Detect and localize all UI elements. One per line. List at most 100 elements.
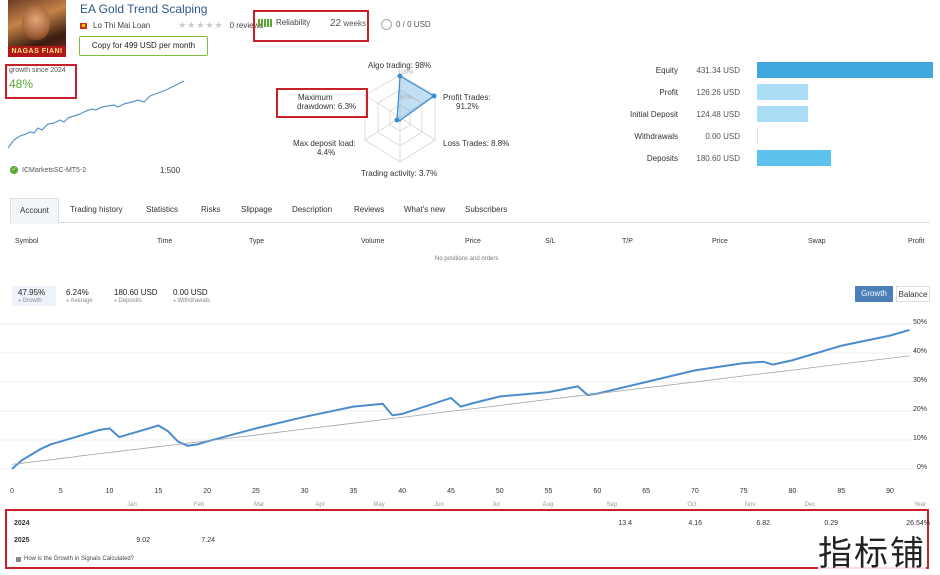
x-tick-3: 15: [154, 488, 163, 495]
kpi-label: Withdrawals: [173, 298, 210, 304]
author-name[interactable]: Lo Thi Mai Loan: [93, 21, 151, 30]
signal-title[interactable]: EA Gold Trend Scalping: [80, 2, 208, 16]
reliability-label: Reliability: [276, 18, 311, 27]
risk-radar-chart: [364, 73, 437, 163]
radar-profit-trades-value: 91.2%: [456, 102, 479, 111]
tab-statistics[interactable]: Statistics: [146, 205, 179, 214]
year-label-2024: 2024: [14, 520, 30, 527]
col-header-4[interactable]: Price: [465, 238, 481, 245]
weeks-count: 22 weeks: [330, 18, 366, 29]
stat-bar-1: [757, 84, 809, 100]
tab-what-s-new[interactable]: What's new: [404, 205, 446, 214]
col-header-7[interactable]: Price: [712, 238, 728, 245]
help-book-icon: [16, 556, 21, 562]
col-header-6[interactable]: T/P: [622, 238, 633, 245]
author-avatar[interactable]: NAGAS FIANI: [8, 0, 66, 57]
month-label-feb: Feb: [193, 502, 205, 508]
month-label-year: Year: [913, 502, 927, 508]
kpi-value: 0.00 USD: [173, 288, 208, 297]
tab-account[interactable]: Account: [10, 198, 59, 224]
stat-bar-3: [757, 128, 758, 144]
verified-check-icon: ✓: [10, 166, 18, 174]
y-tick-1: 10%: [913, 435, 928, 442]
yearly-cell-2024-sep: 13.4: [618, 520, 632, 527]
empty-positions-message: No positions and orders: [435, 256, 499, 262]
stat-value-3: 0.00 USD: [705, 132, 740, 141]
radar-loss-trades: Loss Trades: 8.8%: [443, 139, 510, 148]
reliability-bars-icon: [258, 18, 272, 27]
tab-trading-history[interactable]: Trading history: [70, 205, 123, 214]
kpi-average[interactable]: 6.24%Average: [66, 288, 93, 304]
reviews-count[interactable]: 0 reviews: [229, 21, 264, 30]
stat-bar-4: [757, 150, 831, 166]
month-label-jul: Jul: [492, 502, 500, 508]
subscribers-icon: [381, 19, 392, 30]
stat-value-4: 180.60 USD: [696, 154, 740, 163]
x-tick-6: 30: [300, 488, 309, 495]
broker-server: ICMarketsSC-MT5-2: [22, 166, 87, 174]
kpi-value: 180.60 USD: [114, 288, 158, 297]
y-tick-5: 50%: [913, 319, 928, 326]
month-label-mar: Mar: [253, 502, 265, 508]
broker-info[interactable]: ✓ ICMarketsSC-MT5-2: [10, 166, 86, 174]
x-tick-12: 60: [593, 488, 602, 495]
x-tick-14: 70: [690, 488, 699, 495]
col-header-2[interactable]: Type: [249, 238, 265, 245]
y-tick-3: 30%: [913, 377, 928, 384]
col-header-9[interactable]: Profit: [908, 238, 925, 245]
tab-description[interactable]: Description: [292, 205, 333, 214]
radar-max-deposit-load-value: 4.4%: [317, 148, 336, 157]
growth-since-label: growth since 2024: [9, 67, 66, 74]
reliability-indicator[interactable]: Reliability: [258, 18, 310, 27]
x-tick-13: 65: [642, 488, 650, 495]
growth-toggle-button[interactable]: Growth: [855, 286, 893, 302]
growth-calc-help-link[interactable]: How is the Growth in Signals Calculated?: [16, 556, 134, 562]
kpi-label: Growth: [18, 298, 45, 304]
kpi-value: 6.24%: [66, 288, 89, 297]
stat-label-4: Deposits: [646, 154, 678, 163]
x-tick-17: 85: [837, 488, 846, 495]
balance-toggle-button[interactable]: Balance: [896, 286, 930, 302]
growth-since-value: 48%: [9, 77, 34, 91]
stat-label-1: Profit: [659, 88, 678, 97]
radar-trading-activity: Trading activity: 3.7%: [361, 169, 438, 178]
stat-value-2: 124.48 USD: [696, 110, 740, 119]
col-header-3[interactable]: Volume: [361, 238, 385, 245]
tab-slippage[interactable]: Slippage: [241, 205, 273, 214]
month-label-oct: Oct: [687, 502, 697, 508]
yearly-cell-2025-feb: 7.24: [201, 537, 215, 544]
tab-subscribers[interactable]: Subscribers: [465, 205, 508, 214]
growth-series-line: [11, 328, 910, 470]
highlight-yearly-table: [5, 509, 929, 569]
col-header-5[interactable]: S/L: [545, 238, 556, 245]
tab-bar: Account Trading history Statistics Risks Sli…: [10, 198, 930, 224]
kpi-value: 47.95%: [18, 288, 46, 297]
x-tick-2: 10: [105, 488, 114, 495]
radar-ring-100: 100%: [398, 70, 414, 76]
weeks-number: 22: [330, 18, 342, 29]
mini-growth-chart: [8, 80, 185, 149]
stat-bar-2: [757, 106, 809, 122]
radar-max-deposit-load: Max deposit load:: [293, 139, 356, 148]
stat-value-0: 431.34 USD: [696, 66, 740, 75]
leverage-value: 1:500: [160, 166, 181, 175]
month-label-nov: Nov: [744, 502, 756, 508]
kpi-growth[interactable]: 47.95%Growth: [18, 288, 45, 304]
tab-reviews[interactable]: Reviews: [354, 205, 385, 214]
x-tick-7: 35: [349, 488, 358, 495]
rating-stars-icon: ★★★★★: [178, 20, 224, 30]
month-label-aug: Aug: [542, 502, 554, 508]
watermark-logo: 指标铺: [818, 526, 926, 575]
yearly-cell-2024-dec: 0.29: [824, 520, 838, 527]
tab-risks[interactable]: Risks: [201, 205, 221, 214]
col-header-8[interactable]: Swap: [808, 238, 826, 245]
growth-calc-help-text: How is the Growth in Signals Calculated?: [24, 556, 135, 562]
copy-subscribe-button[interactable]: Copy for 499 USD per month: [79, 36, 208, 56]
yearly-cell-2024-year: 26.54%: [906, 520, 930, 527]
x-tick-18: 90: [886, 488, 894, 495]
col-header-1[interactable]: Time: [157, 238, 173, 245]
col-header-0[interactable]: Symbol: [15, 238, 39, 245]
y-tick-0: 0%: [917, 464, 928, 471]
